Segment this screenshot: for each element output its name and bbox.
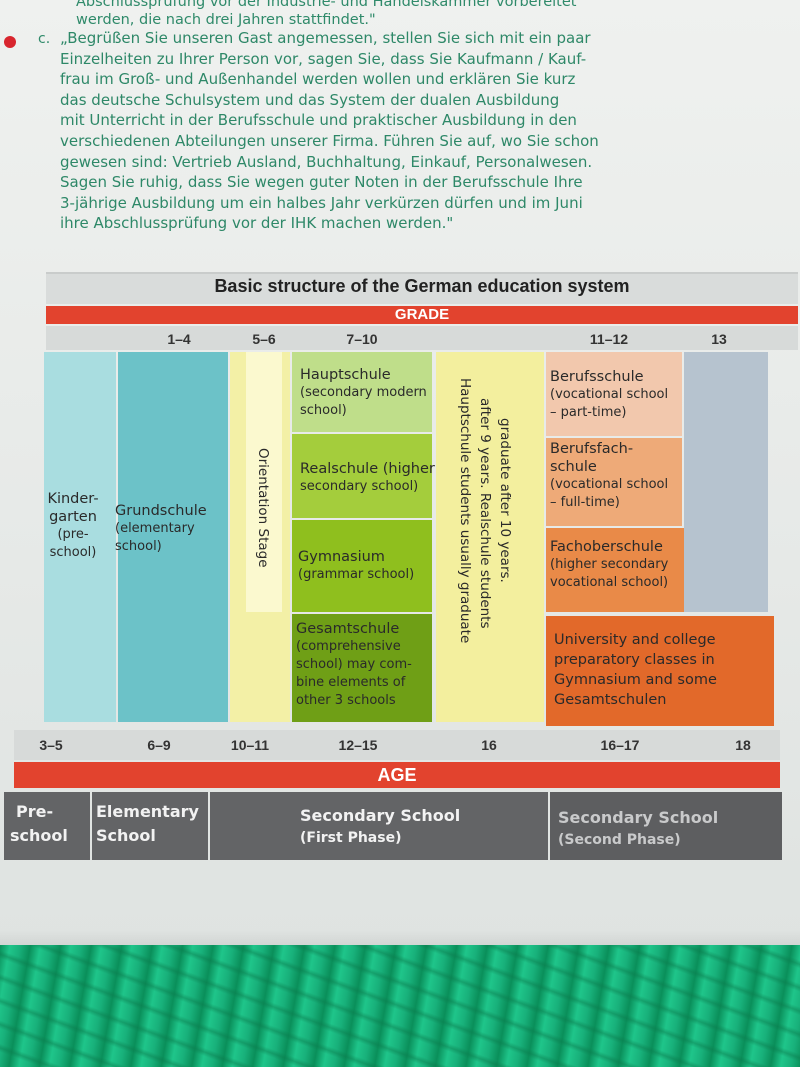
paragraph-line: mit Unterricht in der Berufsschule und p… <box>60 111 577 130</box>
berufsfachschule-cell <box>546 438 682 526</box>
diagram-title: Basic structure of the German education … <box>214 276 630 296</box>
intro-line-1: Abschlussprüfung vor der Industrie- und … <box>76 0 577 10</box>
orientation-label: Orientation Stage <box>255 448 271 568</box>
university-prep-label: University and college preparatory class… <box>554 632 717 708</box>
paragraph-line: verschiedenen Abteilungen unserer Firma.… <box>60 131 599 150</box>
education-system-diagram: Basic structure of the German education … <box>4 268 798 863</box>
fachoberschule-cell <box>546 528 686 612</box>
fachoberschule-label: Fachoberschule (higher secondary vocatio… <box>550 539 669 590</box>
age-label: 10–11 <box>230 737 270 753</box>
grundschule-label: Grundschule (elementary school) <box>115 503 207 554</box>
berufsschule-cell <box>546 352 682 436</box>
item-label: c. <box>38 31 51 47</box>
gymnasium-label: Gymnasium (grammar school) <box>298 549 415 582</box>
grade-label: 1–4 <box>167 331 191 347</box>
age-label: 12–15 <box>338 737 378 753</box>
graduation-note-line: graduate after 10 years. <box>497 418 513 583</box>
paragraph-line: ihre Abschlussprüfung vor der IHK machen… <box>60 214 454 233</box>
age-label: 3–5 <box>39 737 63 753</box>
grade-label: 7–10 <box>346 331 378 347</box>
hauptschule-label: Hauptschule (secondary modern school) <box>300 367 427 418</box>
orientation-highlight <box>246 352 282 612</box>
phase-preschool: Pre- school <box>4 792 90 860</box>
textbook-page: Abschlussprüfung vor der Industrie- und … <box>0 0 800 945</box>
grade-bar <box>46 326 798 350</box>
paragraph-line: „Begrüßen Sie unseren Gast angemessen, s… <box>60 29 591 47</box>
phase-elementary: Elementary School <box>92 792 208 860</box>
red-bullet-icon <box>4 36 16 48</box>
age-label: 16 <box>481 737 497 753</box>
title-band <box>46 272 798 304</box>
paragraph-line: das deutsche Schulsystem und das System … <box>60 90 560 109</box>
grundschule-cell <box>118 352 228 722</box>
gesamtschule-label: Gesamtschule (comprehensive school) may … <box>296 621 412 708</box>
graduation-note-line: after 9 years. Realschule students <box>477 398 493 629</box>
exercise-paragraph: „Begrüßen Sie unseren Gast angemessen, s… <box>60 28 620 234</box>
mat-texture <box>0 945 800 1067</box>
paragraph-line: Einzelheiten zu Ihrer Person vor, sagen … <box>60 49 587 68</box>
grade-13-cell <box>684 352 768 612</box>
graduation-note-line: Hauptschule students usually graduate <box>457 378 473 644</box>
hauptschule-cell <box>292 352 432 432</box>
age-bar <box>14 730 780 760</box>
paragraph-line: gewesen sind: Vertrieb Ausland, Buchhalt… <box>60 152 593 171</box>
age-header: AGE <box>14 762 780 788</box>
realschule-label: Realschule (higher secondary school) <box>300 461 435 494</box>
university-prep-cell <box>546 616 774 726</box>
berufsschule-label: Berufsschule (vocational school – part-t… <box>550 369 669 420</box>
phase-secondary-first: Secondary School (First Phase) <box>210 792 548 860</box>
intro-line-2: werden, die nach drei Jahren stattfindet… <box>76 12 376 28</box>
grade-header: GRADE <box>46 306 798 324</box>
age-label: 18 <box>735 737 751 753</box>
paragraph-line: frau im Groß- und Außenhandel werden wol… <box>60 70 576 89</box>
gesamtschule-cell <box>292 614 432 722</box>
green-foam-mat <box>0 945 800 1067</box>
paragraph-line: Sagen Sie ruhig, dass Sie wegen guter No… <box>60 173 583 192</box>
grade-label: 11–12 <box>589 331 629 347</box>
berufsfachschule-label: Berufsfach- schule (vocational school – … <box>550 441 669 510</box>
age-label: 6–9 <box>147 737 171 753</box>
gymnasium-cell <box>292 520 432 612</box>
age-label: 16–17 <box>600 737 640 753</box>
grade-label: 5–6 <box>252 331 276 347</box>
grade-label: 13 <box>711 331 727 347</box>
realschule-cell <box>292 434 432 518</box>
kindergarten-label: Kinder- garten (pre- school) <box>47 491 99 560</box>
kindergarten-cell <box>44 352 116 722</box>
paragraph-line: 3-jährige Ausbildung um ein halbes Jahr … <box>60 193 583 212</box>
phase-secondary-second: Secondary School (Second Phase) <box>550 792 782 860</box>
graduation-note-cell <box>436 352 544 722</box>
